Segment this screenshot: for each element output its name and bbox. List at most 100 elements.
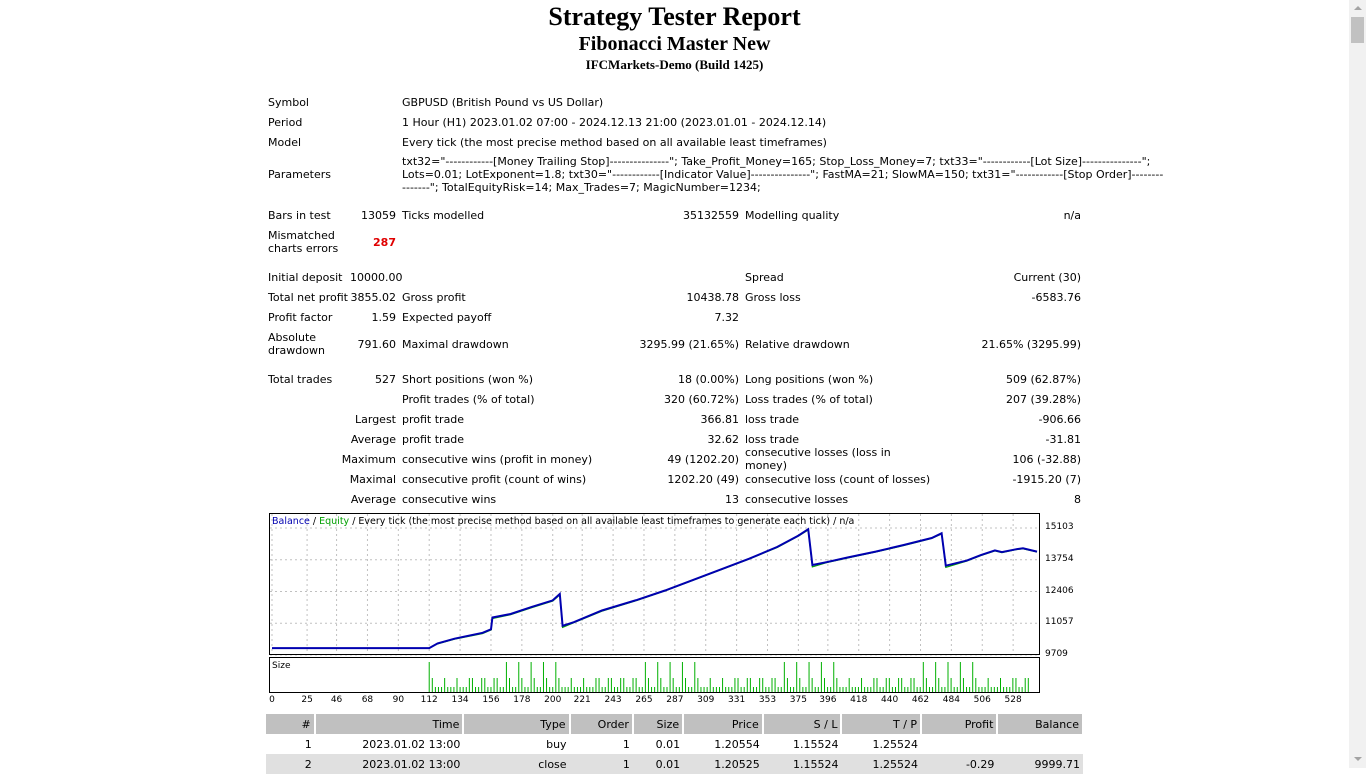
table-row: 1 2023.01.02 13:00 buy 1 0.01 1.20554 1.15524 1…	[266, 734, 1083, 754]
column-header: Profit	[921, 714, 999, 734]
vertical-scrollbar[interactable]	[1349, 0, 1366, 768]
x-tick-label: 178	[513, 695, 531, 705]
avg-consecutive-wins-label: consecutive wins	[402, 492, 497, 506]
x-tick-label: 462	[911, 695, 930, 705]
x-tick-label: 287	[666, 695, 684, 705]
gross-profit-value: 10438.78	[686, 290, 740, 304]
parameters-line: -------"; TotalEquityRisk=14; Max_Trades…	[402, 181, 761, 194]
x-tick-label: 331	[728, 695, 746, 705]
period-label: Period	[268, 115, 303, 129]
table-cell: buy	[546, 737, 567, 751]
table-cell: 1	[622, 737, 630, 751]
modelling-value: n/a	[1063, 208, 1081, 222]
avg-consecutive-losses-value: 8	[1074, 492, 1081, 506]
largest-label: Largest	[355, 412, 396, 426]
max-consecutive-losses-label: consecutive losses (loss in money)	[745, 446, 891, 472]
plot-area	[269, 513, 1040, 655]
max-consecutive-losses-value: 106 (-32.88)	[1012, 452, 1081, 466]
column-header: Size	[632, 714, 685, 734]
table-cell: 1	[304, 737, 312, 751]
bars-row: Bars in test 13059 Ticks modelled 351325…	[266, 205, 1084, 225]
parameters-row: Parameters txt32="------------[Money Tra…	[266, 154, 1163, 194]
long-positions-label: Long positions (won %)	[745, 372, 874, 386]
table-cell: close	[463, 754, 570, 774]
avg-consecutive-losses-label: consecutive losses	[745, 492, 849, 506]
mismatch-label-line: charts errors	[268, 242, 339, 255]
maximal-consecutive-loss-label: consecutive loss (count of losses)	[745, 472, 931, 486]
table-cell: 0.01	[655, 737, 681, 751]
column-header: #	[266, 714, 316, 734]
profit-trades-row: Profit trades (% of total) 320 (60.72%) …	[266, 389, 1084, 409]
spread-label: Spread	[745, 270, 784, 284]
average-loss-value: -31.81	[1045, 432, 1081, 446]
legend-balance: Balance	[272, 516, 310, 527]
y-tick-label: 15103	[1045, 522, 1074, 532]
x-tick-label: 506	[973, 695, 991, 705]
column-header: T / P	[841, 714, 923, 734]
profit-factor-label: Profit factor	[268, 310, 333, 324]
scroll-thumb[interactable]	[1351, 17, 1364, 43]
y-tick-label: 9709	[1045, 649, 1068, 659]
max-consecutive-wins-label: consecutive wins (profit in money)	[402, 452, 593, 466]
maximal-label: Maximal	[349, 472, 396, 486]
balance-chart-svg	[270, 514, 1039, 692]
balance-chart: Balance / Equity / Every tick (the most …	[268, 513, 1074, 707]
average-consecutive-row: Average consecutive wins 13 consecutive …	[266, 489, 1084, 509]
scroll-down-icon[interactable]	[1349, 751, 1366, 768]
maximum-row: Maximum consecutive wins (profit in mone…	[266, 446, 1084, 472]
total-trades-label: Total trades	[268, 372, 333, 386]
parameters-line: txt32="------------[Money Trailing Stop]…	[402, 155, 1151, 168]
profit-factor-value: 1.59	[371, 310, 397, 324]
maximal-consecutive-profit-label: consecutive profit (count of wins)	[402, 472, 587, 486]
absolute-drawdown-label: Absolute drawdown	[268, 331, 348, 357]
bars-value: 13059	[361, 208, 396, 222]
table-cell: 0.01	[632, 754, 684, 774]
model-row: Model Every tick (the most precise metho…	[266, 132, 1084, 152]
column-header: S / L	[762, 714, 843, 734]
profit-trades-value: 320 (60.72%)	[663, 392, 739, 406]
maximal-drawdown-label: Maximal drawdown	[402, 337, 509, 351]
x-tick-label: 418	[850, 695, 868, 705]
largest-profit-value: 366.81	[700, 412, 740, 426]
legend-description: / Every tick (the most precise method ba…	[349, 516, 855, 527]
x-tick-label: 0	[269, 695, 275, 705]
expected-payoff-value: 7.32	[714, 310, 740, 324]
ticks-label: Ticks modelled	[402, 208, 485, 222]
x-tick-label: 243	[604, 695, 622, 705]
total-trades-row: Total trades 527 Short positions (won %)…	[266, 369, 1084, 389]
report-title: Strategy Tester Report	[548, 2, 801, 31]
column-header: Balance	[997, 714, 1084, 734]
largest-profit-label: profit trade	[402, 412, 465, 426]
spread-value: Current (30)	[1013, 270, 1081, 284]
initial-deposit-value: 10000.00	[350, 270, 403, 284]
x-tick-label: 112	[420, 695, 438, 705]
x-tick-label: 353	[758, 695, 777, 705]
series-balance-line	[272, 527, 1038, 650]
parameters-value: txt32="------------[Money Trailing Stop]…	[402, 155, 1163, 194]
table-cell: 1.25524	[841, 754, 922, 774]
scroll-up-icon[interactable]	[1349, 0, 1366, 17]
x-tick-label: 134	[451, 695, 469, 705]
profit-trades-label: Profit trades (% of total)	[402, 392, 535, 406]
server-name: IFCMarkets-Demo (Build 1425)	[585, 57, 764, 72]
gross-profit-label: Gross profit	[402, 290, 466, 304]
size-area	[269, 657, 1040, 693]
column-header: Price	[683, 714, 764, 734]
y-tick-label: 11057	[1045, 617, 1074, 628]
x-tick-label: 156	[482, 695, 500, 705]
period-row: Period 1 Hour (H1) 2023.01.02 07:00 - 20…	[266, 112, 1084, 132]
table-cell: 1.20525	[683, 754, 763, 774]
x-tick-label: 68	[361, 695, 374, 705]
legend-equity: Equity	[319, 516, 350, 527]
chart-legend: Balance / Equity / Every tick (the most …	[272, 516, 854, 527]
maximum-label: Maximum	[341, 452, 396, 466]
x-tick-label: 46	[330, 695, 343, 705]
table-cell: 1.20554	[714, 737, 760, 751]
loss-trades-value: 207 (39.28%)	[1005, 392, 1081, 406]
initial-deposit-label: Initial deposit	[268, 270, 343, 284]
x-tick-label: 528	[1004, 695, 1022, 705]
average-row: Average profit trade 32.62 loss trade -3…	[266, 429, 1084, 449]
expected-payoff-label: Expected payoff	[402, 310, 492, 324]
x-tick-label: 200	[544, 695, 562, 705]
absolute-drawdown-label-line: Absolute	[268, 331, 317, 344]
